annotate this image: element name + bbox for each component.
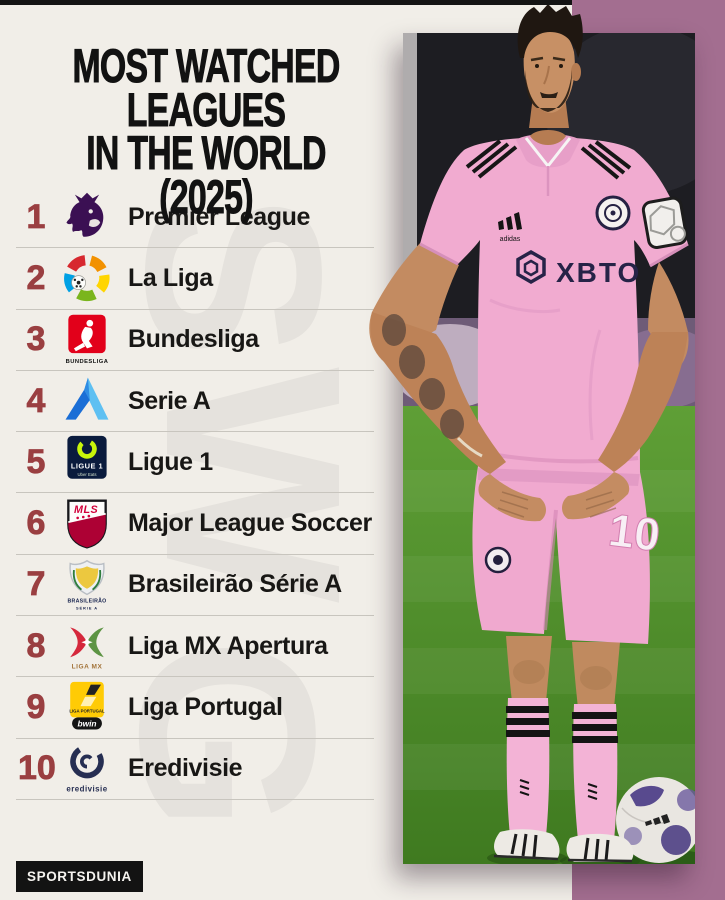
league-ranking-list: 1 Premier League 2	[16, 187, 374, 800]
list-item: 10 eredivisie Eredivisie	[16, 739, 374, 800]
logo-caption: eredivisie	[66, 784, 107, 793]
list-item: 7 BRASILEIRÃO SÉRIE A Brasileirão Série …	[16, 555, 374, 617]
mls-logo: MLS	[58, 497, 116, 551]
rank-number: 2	[26, 258, 46, 298]
league-name: Ligue 1	[128, 447, 213, 476]
list-item: 1 Premier League	[16, 187, 374, 249]
rank-number: 10	[18, 749, 57, 788]
rank-number: 3	[26, 320, 46, 359]
league-name: Brasileirão Série A	[128, 570, 342, 599]
page-title: MOST WATCHED LEAGUES IN THE WORLD (2025)	[58, 39, 355, 224]
liga-portugal-logo: LIGA PORTUGAL bwin	[58, 681, 116, 735]
list-item: 2 La Liga	[16, 248, 374, 310]
league-name: Liga MX Apertura	[128, 631, 328, 660]
logo-caption: BUNDESLIGA	[66, 359, 109, 365]
top-accent-bar	[0, 0, 572, 5]
logo-subcaption: bwin	[77, 718, 96, 728]
bundesliga-logo: BUNDESLIGA	[58, 313, 116, 367]
league-name: La Liga	[128, 263, 213, 292]
list-item: 6 MLS Major League Soccer	[16, 493, 374, 555]
la-liga-logo	[58, 251, 116, 305]
title-line-2: IN THE WORLD (2025)	[86, 126, 327, 224]
rank-number: 8	[26, 626, 46, 665]
serie-a-logo	[58, 374, 116, 428]
logo-subcaption: Uber Eats	[77, 472, 96, 477]
logo-caption: LIGA MX	[72, 664, 103, 671]
liga-mx-logo: LIGA MX	[58, 619, 116, 673]
logo-caption: LIGA PORTUGAL	[69, 708, 105, 713]
logo-caption: MLS	[74, 503, 98, 515]
list-item: 3 BUNDESLIGA Bundesliga	[16, 310, 374, 371]
title-line-1: MOST WATCHED LEAGUES	[72, 39, 341, 136]
league-name: Eredivisie	[128, 754, 243, 783]
rank-number: 7	[26, 565, 46, 604]
list-item: 8 LIGA MX Liga MX Apertura	[16, 616, 374, 678]
list-item: 5 LIGUE 1 Uber Eats Ligue 1	[16, 432, 374, 494]
list-item: 4 Serie A	[16, 371, 374, 433]
rank-number: 1	[26, 197, 46, 236]
list-item: 9 LIGA PORTUGAL bwin Liga Portugal	[16, 677, 374, 739]
logo-caption: BRASILEIRÃO	[67, 598, 106, 605]
premier-league-logo	[58, 190, 116, 244]
league-name: Liga Portugal	[128, 693, 283, 722]
league-name: Bundesliga	[128, 325, 259, 354]
league-name: Major League Soccer	[128, 509, 372, 538]
ligue-1-logo: LIGUE 1 Uber Eats	[58, 435, 116, 489]
player-photo-frame	[403, 33, 695, 864]
rank-number: 6	[26, 504, 46, 543]
rank-number: 4	[26, 381, 46, 420]
brand-badge: SPORTSDUNIA	[16, 861, 143, 892]
brasileirao-logo: BRASILEIRÃO SÉRIE A	[58, 558, 116, 612]
league-name: Premier League	[128, 202, 310, 231]
logo-subcaption: SÉRIE A	[76, 605, 98, 610]
rank-number: 9	[26, 688, 46, 727]
rank-number: 5	[26, 442, 46, 481]
league-name: Serie A	[128, 386, 211, 415]
logo-caption: LIGUE 1	[71, 462, 103, 471]
eredivisie-logo: eredivisie	[58, 742, 116, 796]
